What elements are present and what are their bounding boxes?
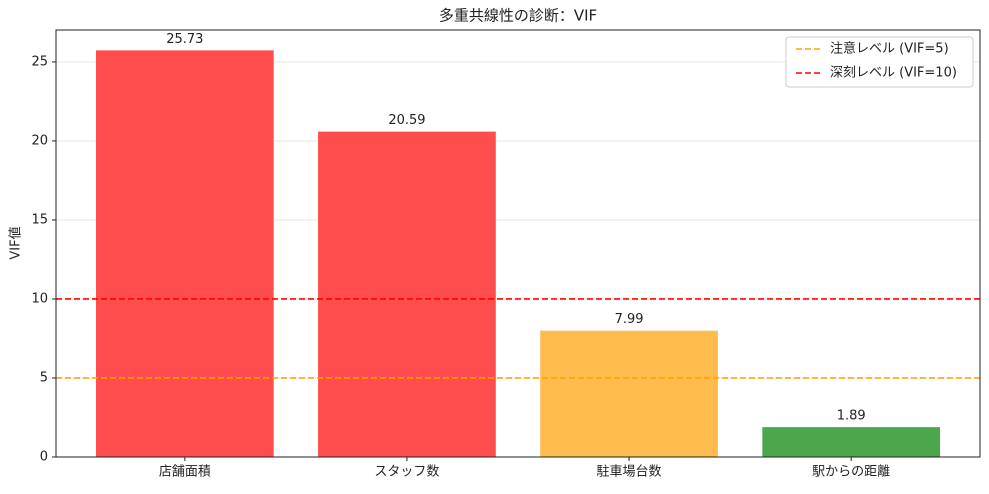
- bar: [318, 131, 496, 457]
- value-label: 25.73: [166, 32, 203, 47]
- chart-title: 多重共線性の診断：VIF: [439, 7, 597, 25]
- x-tick-label: 駅からの距離: [812, 465, 890, 480]
- plot-frame: [55, 29, 981, 458]
- bar: [762, 427, 941, 457]
- y-tick-label: 0: [40, 450, 48, 465]
- x-tick-label: スタッフ数: [374, 465, 439, 480]
- x-tick-label: 駐車場台数: [597, 465, 662, 480]
- x-tick-label: 店舗面積: [159, 465, 211, 480]
- y-tick-label: 25: [31, 54, 48, 69]
- value-label: 1.89: [837, 409, 866, 424]
- value-label: 20.59: [388, 113, 425, 128]
- legend-label: 注意レベル (VIF=5): [830, 41, 949, 57]
- y-tick-label: 10: [31, 291, 48, 306]
- value-label: 7.99: [615, 312, 644, 327]
- legend-label: 深刻レベル (VIF=10): [830, 66, 957, 81]
- legend-box: [785, 36, 974, 88]
- bar: [95, 50, 274, 457]
- bar: [540, 330, 718, 457]
- y-tick-label: 15: [31, 212, 48, 227]
- y-axis-label: VIF値: [8, 226, 24, 259]
- y-tick-label: 5: [40, 370, 48, 385]
- y-tick-label: 20: [31, 133, 48, 148]
